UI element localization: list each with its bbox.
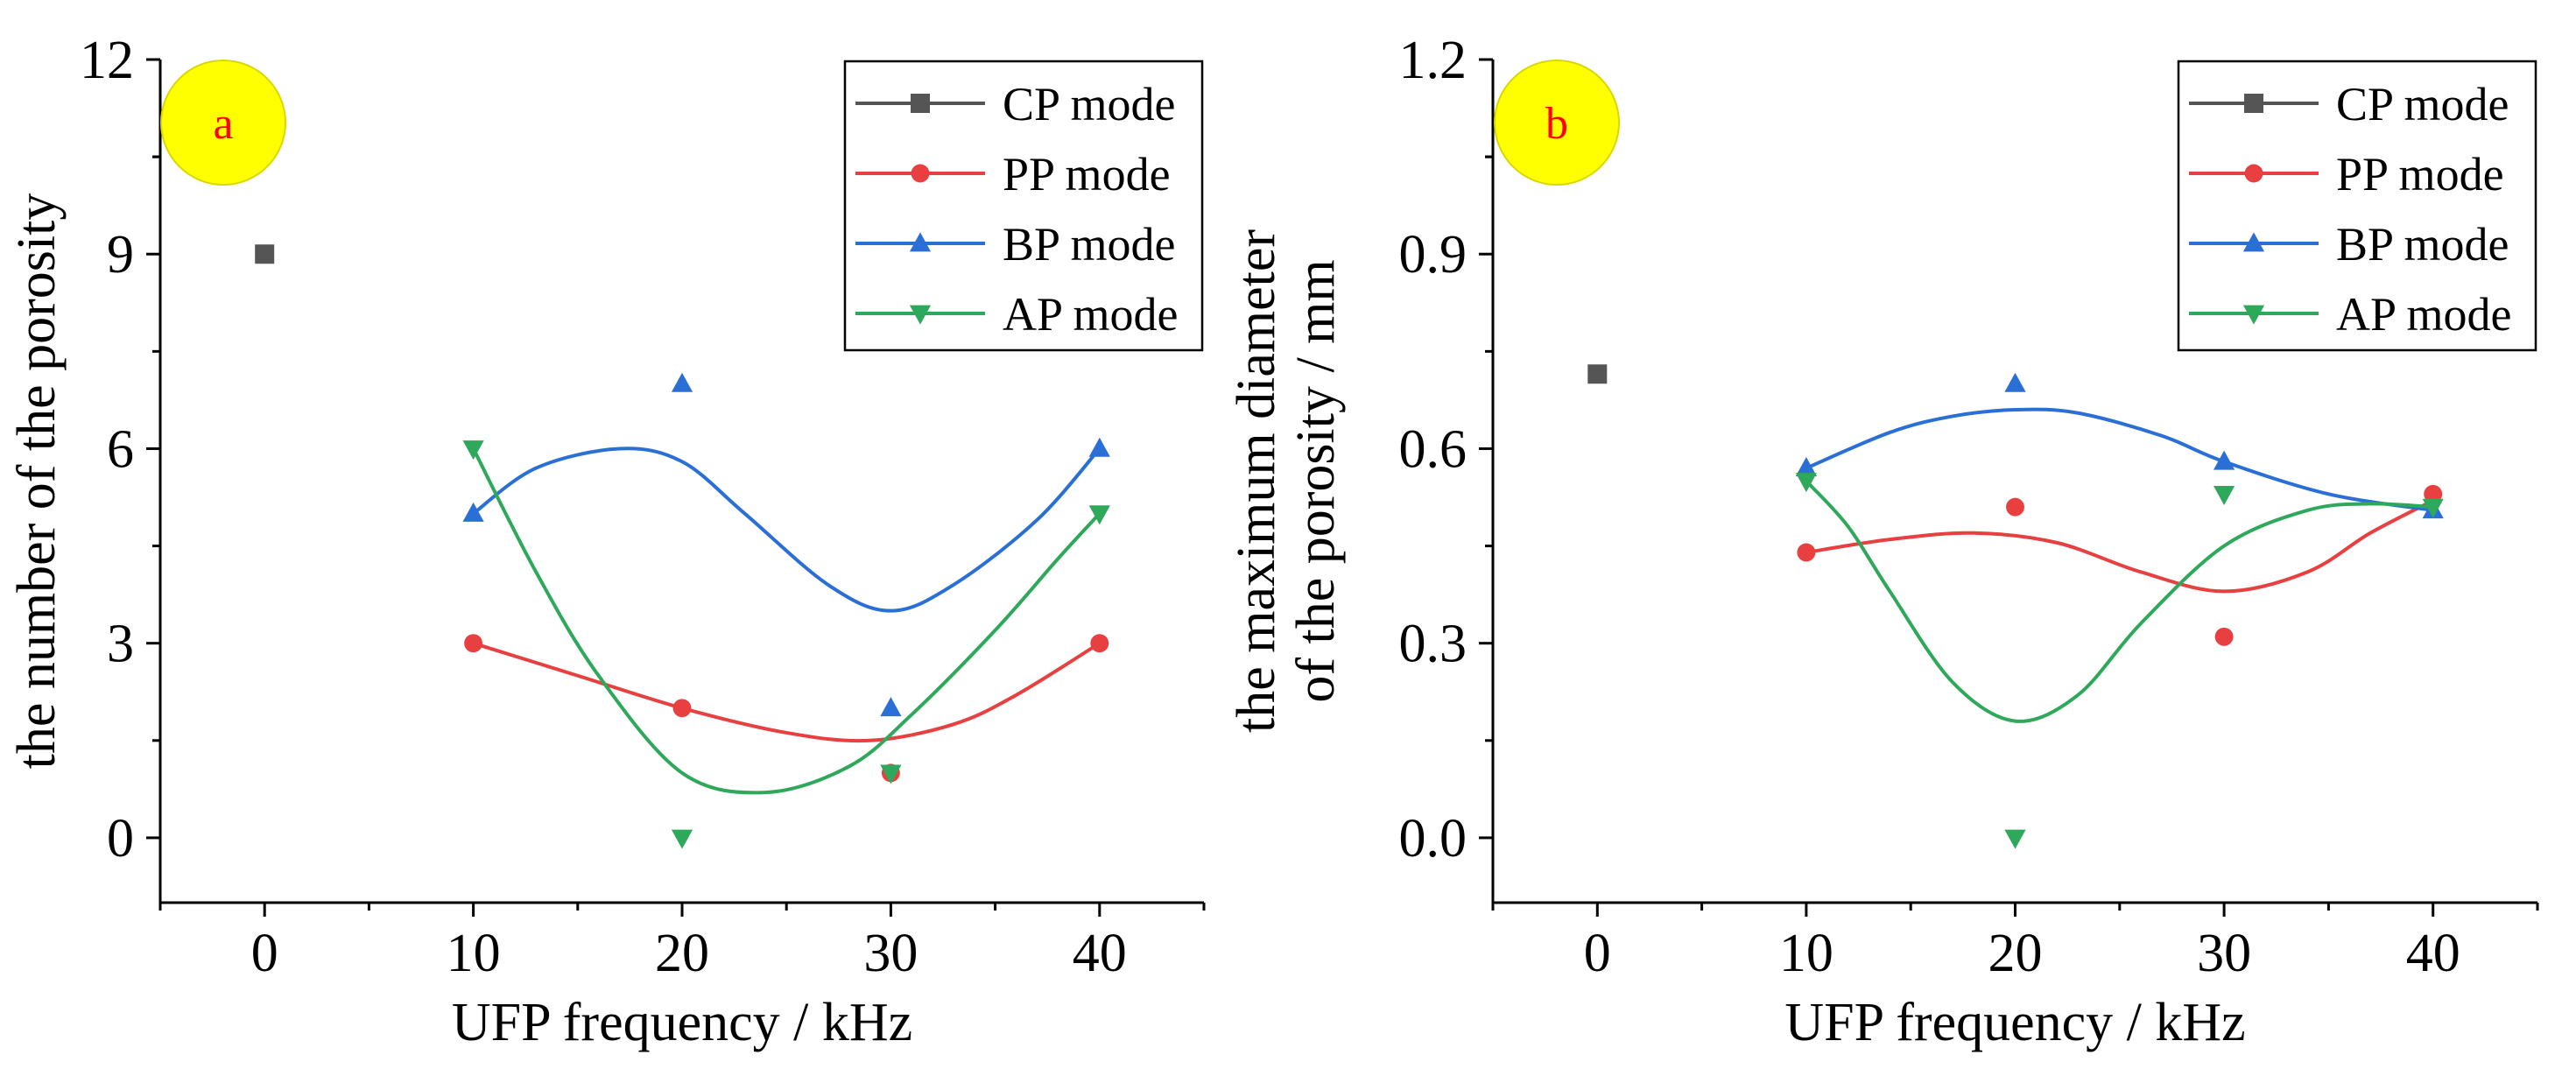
fit-curve-bp-mode [1805, 407, 2434, 512]
data-point-pp-mode [672, 699, 692, 718]
x-tick-label: 40 [2406, 924, 2460, 983]
x-axis-title: UFP frequency / kHz [1784, 993, 2245, 1052]
legend-marker-cp-mode [2244, 94, 2263, 113]
chart-panel-b: 0 10 20 30 40 0.0 0.3 0.6 0.9 1.2 UFP frequency / … [1227, 31, 2539, 1052]
y-tick-label: 0.6 [1399, 419, 1467, 479]
data-point-bp-mode [2004, 372, 2026, 392]
y-tick-label: 0 [107, 809, 134, 869]
y-tick-label: 0.0 [1399, 809, 1467, 869]
y-tick-label: 12 [80, 31, 134, 90]
legend-marker-bp-mode [2242, 232, 2265, 252]
legend-box [843, 60, 1204, 352]
legend-marker-pp-mode [2244, 164, 2263, 183]
x-tick-label: 10 [1779, 924, 1833, 983]
data-point-ap-mode [1088, 505, 1110, 525]
data-point-bp-mode [1795, 457, 1817, 477]
x-tick-label: 20 [655, 924, 709, 983]
data-point-ap-mode [671, 829, 693, 849]
x-tick-label: 20 [1988, 924, 2043, 983]
data-point-ap-mode [2214, 485, 2235, 505]
x-tick-label: 30 [2197, 924, 2251, 983]
y-tick-label: 3 [107, 615, 134, 674]
data-point-pp-mode [464, 634, 483, 653]
x-tick-label: 10 [447, 924, 501, 983]
legend-label-cp-mode: CP mode [2336, 78, 2509, 130]
legend-label-bp-mode: BP mode [1003, 218, 1176, 271]
fit-curve-pp-mode [473, 641, 1101, 743]
legend-label-pp-mode: PP mode [2336, 148, 2504, 200]
data-point-pp-mode [2424, 484, 2443, 503]
legend-marker-ap-mode [2242, 305, 2265, 325]
legend-marker-cp-mode [911, 94, 930, 113]
y-tick-label: 0.3 [1399, 615, 1467, 674]
data-point-pp-mode [2214, 627, 2234, 646]
y-axis-title-line: the maximum diameter [1227, 229, 1286, 733]
data-point-pp-mode [2006, 497, 2024, 517]
data-point-ap-mode [2004, 829, 2026, 849]
panel-label-badge [160, 60, 286, 186]
data-point-ap-mode [880, 764, 902, 784]
x-axis-title: UFP frequency / kHz [452, 993, 912, 1052]
data-point-ap-mode [462, 440, 484, 461]
fit-curve-bp-mode [472, 447, 1101, 613]
fit-curve-pp-mode [1805, 498, 2434, 594]
x-tick-label: 0 [1584, 924, 1611, 983]
data-point-bp-mode [462, 502, 484, 522]
data-point-ap-mode [2422, 498, 2444, 518]
data-point-pp-mode [1090, 634, 1109, 653]
y-tick-label: 9 [107, 225, 134, 285]
panel-label-badge [1494, 60, 1620, 186]
data-point-ap-mode [1795, 473, 1817, 493]
x-tick-label: 40 [1073, 924, 1127, 983]
legend-label-ap-mode: AP mode [2336, 288, 2512, 341]
y-axis-title-line: of the porosity / mm [1286, 259, 1346, 702]
legend-label-pp-mode: PP mode [1003, 148, 1171, 200]
legend-marker-bp-mode [909, 232, 932, 252]
legend-marker-ap-mode [909, 305, 932, 325]
data-point-cp-mode [255, 244, 275, 264]
y-axis-title: the number of the porosity [7, 193, 67, 770]
fit-curve-ap-mode [1805, 480, 2433, 723]
x-tick-label: 30 [863, 924, 918, 983]
data-point-bp-mode [671, 372, 693, 392]
chart-panel-a: 0 10 20 30 40 0 3 6 9 12 UFP frequency / kHz the nu… [7, 31, 1206, 1052]
legend-marker-pp-mode [911, 164, 930, 183]
data-point-pp-mode [1797, 543, 1816, 562]
x-tick-label: 0 [251, 924, 278, 983]
data-point-bp-mode [1088, 437, 1110, 457]
legend-label-cp-mode: CP mode [1003, 78, 1176, 130]
y-tick-label: 1.2 [1399, 31, 1467, 90]
legend-label-bp-mode: BP mode [2336, 218, 2509, 271]
data-point-bp-mode [2214, 450, 2235, 470]
data-point-cp-mode [1587, 364, 1608, 384]
panel-label: b [1545, 99, 1568, 149]
y-tick-label: 6 [107, 419, 134, 479]
panel-label: a [213, 99, 233, 149]
data-point-bp-mode [880, 697, 902, 717]
legend-box [2177, 60, 2537, 352]
legend-label-ap-mode: AP mode [1003, 288, 1179, 341]
y-tick-label: 0.9 [1399, 225, 1467, 285]
fit-curve-ap-mode [471, 447, 1101, 795]
